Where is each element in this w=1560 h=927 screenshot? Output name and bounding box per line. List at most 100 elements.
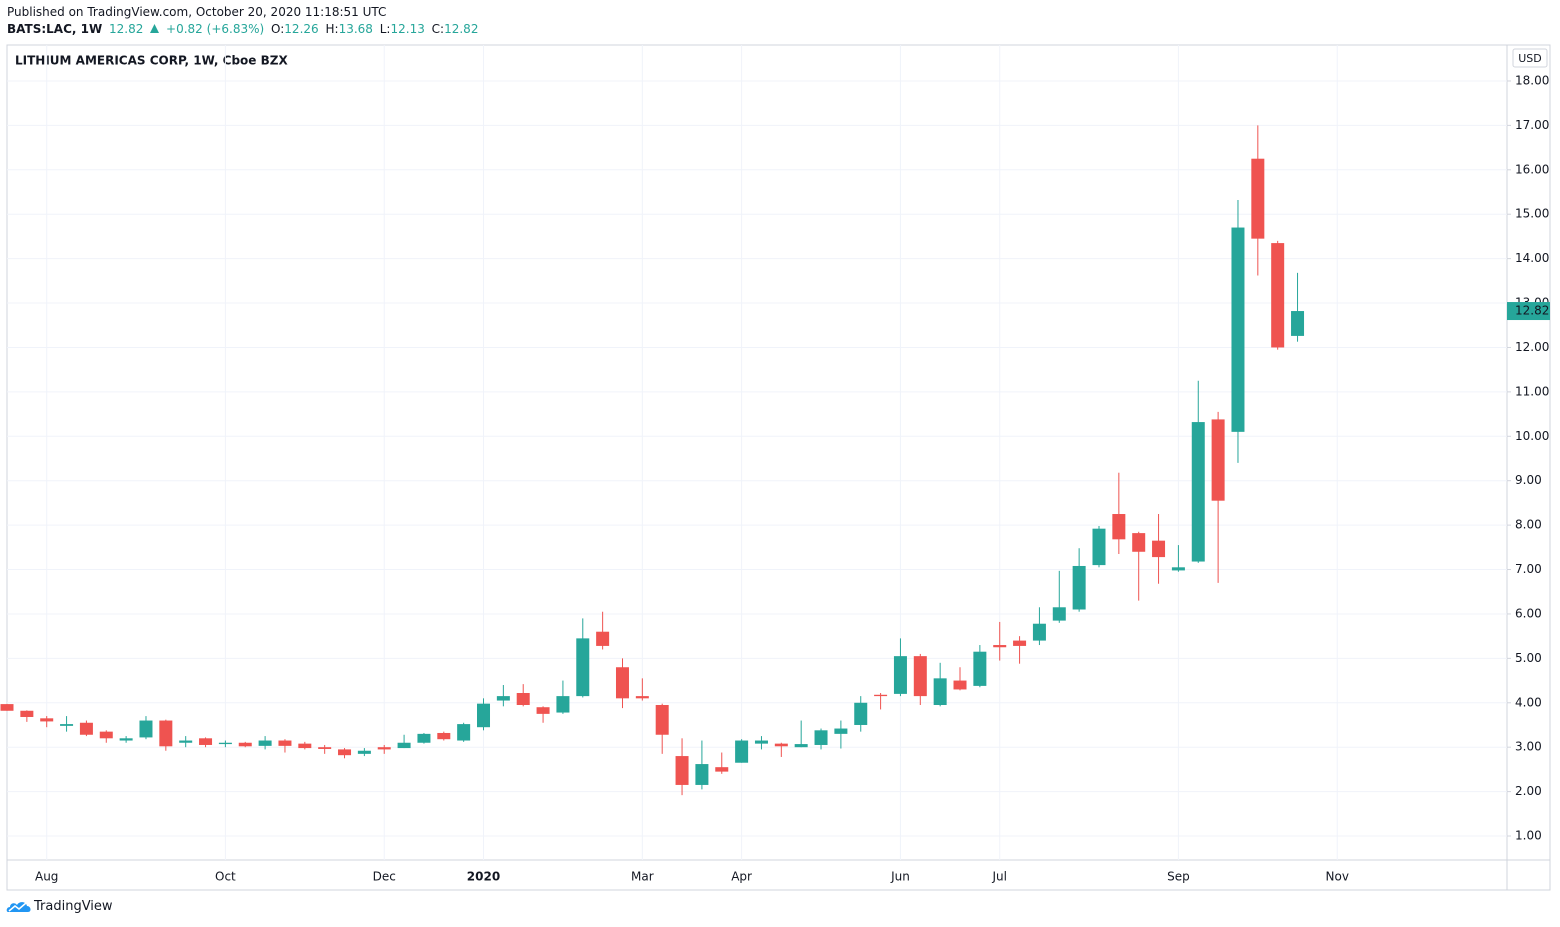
candle-body [417, 733, 431, 743]
x-tick-label: 2020 [467, 870, 500, 884]
candle-body [913, 656, 927, 697]
candle-body [1171, 567, 1185, 571]
y-tick-label: 8.00 [1515, 518, 1542, 532]
y-tick-label: 11.00 [1515, 384, 1549, 398]
y-tick-label: 14.00 [1515, 251, 1549, 265]
up-arrow [150, 24, 160, 33]
y-tick-label: 2.00 [1515, 784, 1542, 798]
x-tick-label: Apr [731, 870, 752, 884]
candle-body [774, 743, 788, 747]
candle-body [357, 750, 371, 754]
candle-body [119, 738, 133, 741]
candle-body [794, 744, 808, 748]
y-tick-label: 3.00 [1515, 740, 1542, 754]
candle-body [20, 710, 34, 717]
y-tick-label: 7.00 [1515, 562, 1542, 576]
x-tick-label: Jun [890, 870, 910, 884]
candle-body [238, 742, 252, 747]
candle-body [1152, 540, 1166, 558]
candle-body [477, 703, 491, 728]
candle-body [437, 732, 451, 740]
x-tick-label: Jul [991, 870, 1006, 884]
c-label: C: [431, 22, 445, 36]
candle-body [0, 704, 14, 711]
candle-body [159, 720, 173, 747]
y-tick-label: 5.00 [1515, 651, 1542, 665]
candle-body [1231, 227, 1245, 432]
candle-body [318, 747, 332, 749]
candle-body [695, 764, 709, 785]
x-tick-label: Sep [1167, 870, 1190, 884]
candle-body [298, 743, 312, 749]
candle-body [1251, 158, 1265, 239]
last-price: 12.82 [109, 22, 144, 36]
grid [7, 45, 1507, 860]
candle-body [933, 678, 947, 705]
y-tick-label: 1.00 [1515, 829, 1542, 843]
candle-body [1092, 528, 1106, 566]
x-tick-label: Nov [1326, 870, 1349, 884]
candle-body [199, 738, 213, 745]
y-tick-label: 4.00 [1515, 695, 1542, 709]
candle-body [457, 724, 471, 741]
candle-body [278, 740, 292, 746]
x-tick-label: Aug [35, 870, 58, 884]
candle-body [754, 740, 768, 744]
brand: TradingView [34, 898, 113, 914]
h-value: 13.68 [338, 22, 373, 36]
y-tick-label: 18.00 [1515, 73, 1549, 87]
candle-body [139, 720, 153, 738]
candle-body [953, 680, 967, 690]
candle-body [179, 740, 193, 743]
candle-body [675, 756, 689, 785]
price-label: 12.82 [1515, 304, 1549, 318]
candle-body [1132, 533, 1146, 552]
candle-body [258, 740, 272, 746]
y-tick-label: 15.00 [1515, 207, 1549, 221]
frame [6, 44, 1551, 891]
candle-body [60, 724, 74, 726]
candle-body [1291, 311, 1305, 336]
currency: USD [1518, 52, 1542, 65]
price-label-bg [1507, 302, 1550, 321]
logo [6, 902, 31, 912]
candle-body [854, 702, 868, 725]
candle-body [1271, 243, 1285, 348]
candle-body [1013, 640, 1027, 646]
x-tick-label: Dec [373, 870, 396, 884]
candle-body [516, 693, 530, 705]
c-value: 12.82 [444, 22, 479, 36]
h-label: H: [325, 22, 339, 36]
change: +0.82 (+6.83%) [166, 22, 265, 36]
candle-body [397, 742, 411, 749]
header: Published on TradingView.com, October 20… [7, 4, 481, 38]
candle-body [635, 696, 649, 699]
published: Published on TradingView.com, October 20… [7, 5, 387, 19]
candle-body [874, 694, 888, 697]
candle-body [536, 707, 550, 714]
candle-body [655, 704, 669, 735]
x-tick-label: Mar [631, 870, 654, 884]
candle-body [1112, 514, 1126, 540]
o-label: O: [271, 22, 285, 36]
y-tick-label: 9.00 [1515, 473, 1542, 487]
candle-body [1052, 607, 1066, 621]
y-tick-label: 16.00 [1515, 162, 1549, 176]
candle-body [496, 696, 510, 701]
candle-body [615, 667, 629, 699]
x-tick-label: Oct [215, 870, 236, 884]
y-tick-label: 12.00 [1515, 340, 1549, 354]
candle-body [576, 638, 590, 697]
o-value: 12.26 [284, 22, 319, 36]
candle-body [973, 651, 987, 686]
legend: BATS:LAC, 1W 12.82 +0.82 (+6.83%) O:12.2… [7, 21, 481, 38]
candle-body [735, 740, 749, 763]
y-tick-label: 17.00 [1515, 118, 1549, 132]
l-value: 12.13 [390, 22, 425, 36]
currency-box [1512, 48, 1548, 68]
candle-body [556, 696, 570, 713]
y-tick-label: 10.00 [1515, 429, 1549, 443]
l-label: L: [379, 22, 391, 36]
y-tick-label: 6.00 [1515, 606, 1542, 620]
